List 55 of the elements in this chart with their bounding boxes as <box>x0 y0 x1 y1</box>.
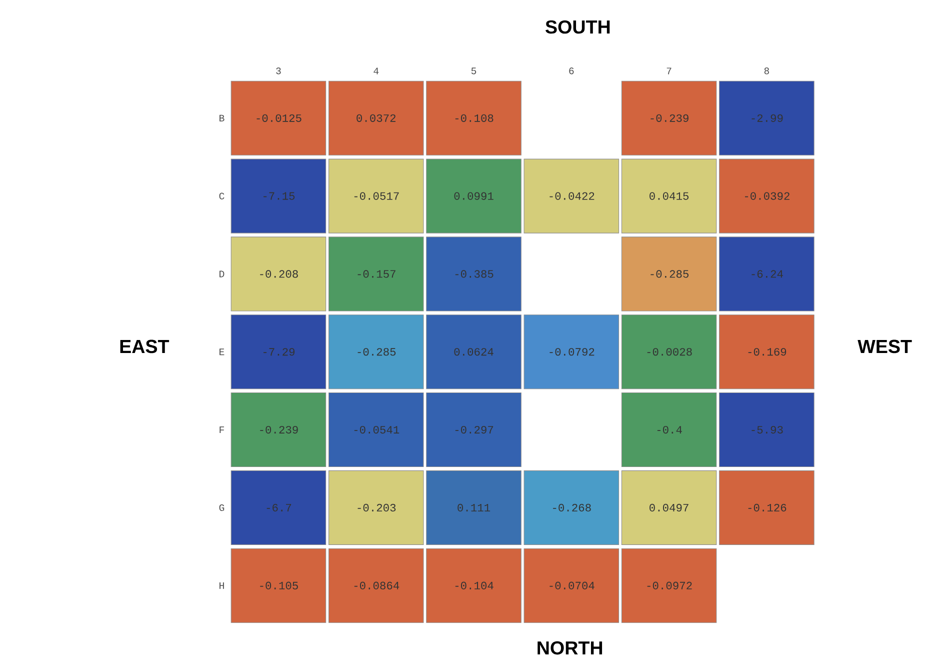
y2-axis-title: WEST <box>858 340 912 354</box>
data-label: -0.126 <box>748 504 786 512</box>
data-label: -7.15 <box>263 192 295 200</box>
data-label: -0.0792 <box>550 348 594 356</box>
data-label: -0.0704 <box>550 582 594 590</box>
data-label: -0.239 <box>260 426 298 434</box>
data-label: -0.0422 <box>550 192 594 200</box>
x-tick-label: 8 <box>764 68 769 74</box>
data-label: -0.0864 <box>354 582 400 590</box>
y-tick-label: B <box>220 114 224 122</box>
data-label: -0.0541 <box>354 426 400 434</box>
data-label: -0.297 <box>455 426 494 434</box>
data-label: 0.111 <box>458 504 490 512</box>
data-label: -0.105 <box>260 582 298 590</box>
data-label: 0.0624 <box>454 348 494 356</box>
y-tick-label: F <box>220 426 224 434</box>
data-label: 0.0415 <box>650 192 689 200</box>
x-tick-label: 6 <box>569 68 574 74</box>
data-label: -2.99 <box>752 114 783 122</box>
y-tick-label: C <box>219 192 224 200</box>
x-tick-label: 4 <box>374 68 379 74</box>
data-label: -0.285 <box>650 270 689 278</box>
x-axis-title: NORTH <box>538 641 602 655</box>
x-tick-label: 7 <box>666 68 672 74</box>
data-label: -0.203 <box>358 504 396 512</box>
y-axis-title: EAST <box>120 340 170 354</box>
y-tick-label: H <box>220 582 224 589</box>
chart-title: SOUTH <box>546 20 610 34</box>
data-label: -0.268 <box>553 504 591 512</box>
data-label: -0.0392 <box>744 192 790 200</box>
x-tick-label: 5 <box>471 68 476 74</box>
x-tick-label: 3 <box>276 68 281 74</box>
y-tick-label: D <box>220 270 224 278</box>
data-label: -0.208 <box>260 270 298 278</box>
data-label: 0.0991 <box>454 192 494 200</box>
data-label: -0.4 <box>657 426 682 434</box>
data-label: -0.285 <box>358 348 396 356</box>
data-label: -0.0028 <box>647 348 692 356</box>
data-label: 0.0497 <box>650 504 688 512</box>
data-label: -6.7 <box>266 504 292 512</box>
data-label: -0.0517 <box>354 192 399 200</box>
y-tick-label: G <box>219 504 224 512</box>
data-label: -6.24 <box>752 270 783 278</box>
data-label: -0.108 <box>455 114 494 122</box>
data-label: -0.0125 <box>256 114 302 122</box>
data-label: -5.93 <box>752 426 783 434</box>
data-label: -0.0972 <box>647 582 692 590</box>
data-label: -0.385 <box>455 270 494 278</box>
data-label: -0.104 <box>455 582 494 590</box>
y-tick-label: E <box>220 348 224 356</box>
data-label: -0.169 <box>748 348 786 356</box>
data-label: -7.29 <box>263 348 295 356</box>
data-label: -0.157 <box>358 270 396 278</box>
data-label: -0.239 <box>650 114 688 122</box>
data-label: 0.0372 <box>356 114 396 122</box>
